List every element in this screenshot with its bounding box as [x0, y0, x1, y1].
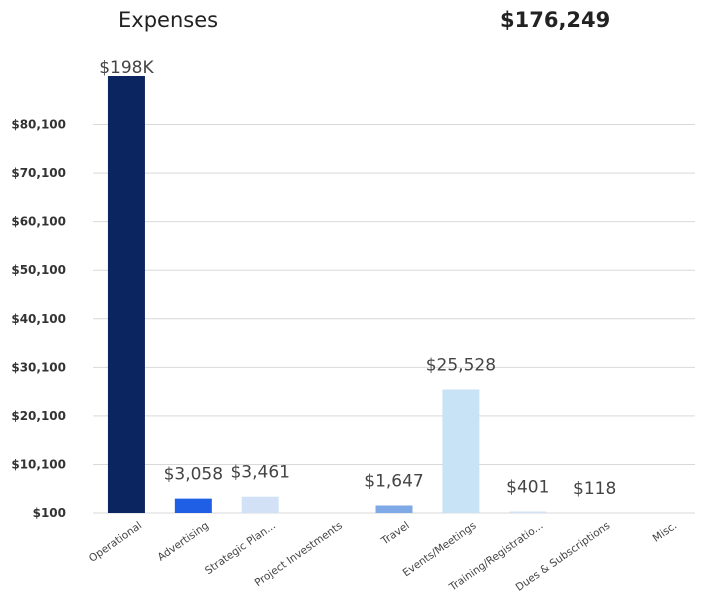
data-label: $3,461 — [230, 463, 289, 483]
grid-layer — [93, 124, 695, 514]
data-label: $1,647 — [364, 471, 423, 491]
data-label: $25,528 — [426, 356, 496, 376]
bar — [509, 511, 547, 513]
y-tick-label: $20,100 — [11, 409, 66, 423]
data-label: $3,058 — [164, 465, 223, 485]
x-tick-label: Misc. — [651, 520, 680, 545]
data-label: $198K — [99, 58, 154, 78]
bar — [375, 505, 413, 513]
y-tick-label: $100 — [33, 506, 66, 520]
y-tick-label: $30,100 — [11, 360, 66, 374]
x-tick-label: Operational — [87, 520, 144, 565]
x-tick-label: Travel — [378, 520, 411, 548]
data-label: $118 — [573, 479, 616, 499]
y-tick-label: $50,100 — [11, 263, 66, 277]
y-tick-label: $70,100 — [11, 166, 66, 180]
total-amount: $176,249 — [500, 8, 611, 32]
data-label: $401 — [506, 478, 549, 498]
bar — [174, 498, 212, 513]
y-tick-label: $10,100 — [11, 457, 66, 471]
chart-title: Expenses — [118, 8, 219, 32]
bar — [107, 76, 145, 513]
y-tick-label: $80,100 — [11, 118, 66, 132]
bar — [241, 496, 279, 513]
bar — [442, 389, 480, 513]
y-tick-label: $40,100 — [11, 312, 66, 326]
y-tick-label: $60,100 — [11, 215, 66, 229]
bar-layer — [107, 76, 614, 513]
x-tick-label: Advertising — [156, 520, 212, 564]
